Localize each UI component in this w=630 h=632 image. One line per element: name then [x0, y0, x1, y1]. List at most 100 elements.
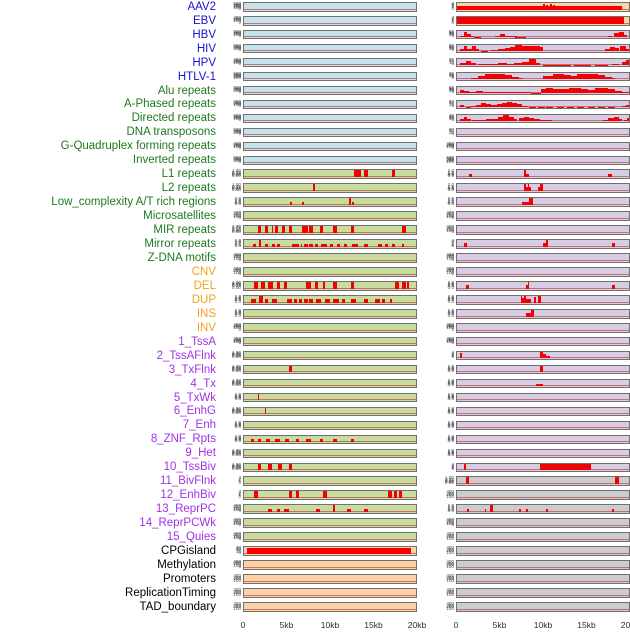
bar — [469, 173, 473, 177]
bar — [321, 243, 327, 247]
bar — [608, 173, 612, 177]
bar — [467, 508, 470, 512]
baseline — [457, 315, 629, 317]
baseline — [244, 413, 416, 415]
bar-series — [244, 477, 416, 485]
baseline — [244, 385, 416, 387]
bar — [604, 76, 612, 80]
bar — [496, 104, 502, 108]
bar-series — [244, 254, 416, 262]
bar — [264, 407, 267, 415]
bar — [546, 87, 554, 94]
bar-series — [457, 519, 629, 527]
left-panel-track — [243, 350, 417, 361]
y-axis-ticks: 1.00 0.75 0.50 0.25 0.00 — [232, 377, 241, 388]
bar — [309, 243, 313, 247]
left-panel-track — [243, 322, 417, 333]
bar — [615, 90, 623, 94]
y-axis-ticks: 2.0 1.5 1.0 0.5 0.0 — [447, 405, 454, 416]
bar — [486, 104, 492, 108]
baseline — [244, 315, 416, 317]
bar — [264, 299, 269, 303]
bar — [537, 106, 545, 108]
track-label-12-enhbiv: 12_EnhBiv — [160, 489, 216, 502]
x-tick: 15kb — [364, 620, 383, 630]
bar — [491, 49, 499, 52]
bar — [467, 119, 471, 122]
left-panel-track — [243, 225, 417, 235]
bar — [460, 353, 463, 359]
y-axis-ticks: 400 300 200 100 0 — [446, 210, 454, 220]
right-panel-track — [456, 546, 630, 556]
baseline — [457, 594, 629, 596]
bar — [333, 505, 336, 512]
baseline — [457, 231, 629, 233]
bar — [525, 298, 531, 303]
bar — [543, 242, 547, 247]
bar — [608, 106, 616, 108]
bar — [567, 106, 574, 108]
bar — [347, 508, 351, 512]
y-axis-ticks: 400 300 200 100 — [233, 587, 241, 597]
baseline — [244, 287, 416, 289]
bar — [467, 49, 473, 52]
bar — [323, 491, 327, 498]
bar — [611, 285, 616, 289]
right-panel-track — [456, 57, 630, 68]
y-axis-ticks: 80 60 40 20 0 — [448, 42, 454, 53]
bar — [460, 105, 464, 108]
bar — [324, 299, 330, 303]
bar — [513, 118, 518, 122]
bar-series — [457, 422, 629, 430]
bar — [285, 438, 289, 443]
x-tick: 0 — [240, 620, 246, 630]
right-panel-track — [456, 141, 630, 152]
bar-series — [457, 533, 629, 541]
x-tick: 5kb — [492, 620, 507, 630]
track-label-9-het: 9_Het — [185, 447, 216, 460]
bar — [470, 35, 475, 38]
bar — [302, 226, 308, 233]
bar — [472, 120, 480, 122]
bar — [484, 74, 495, 80]
baseline — [457, 524, 629, 526]
y-axis-ticks: 35 25 15 5 0 — [448, 70, 454, 81]
bar — [615, 48, 619, 52]
bar-series — [457, 408, 629, 416]
y-axis-ticks: 1.00 0.75 0.50 0.25 0.00 — [445, 475, 454, 485]
bar — [288, 491, 293, 498]
y-axis-ticks: 2.0 1.5 1.0 0.5 0.0 — [447, 377, 454, 388]
bar — [292, 243, 300, 247]
bar — [259, 296, 263, 303]
bar — [333, 438, 337, 443]
baseline — [457, 371, 629, 373]
bar — [481, 103, 487, 108]
bar — [500, 34, 506, 38]
bar — [598, 75, 605, 80]
left-panel-track — [243, 29, 417, 40]
bar-series — [457, 16, 629, 25]
bar — [463, 242, 468, 247]
right-panel-track — [456, 588, 630, 598]
baseline — [457, 608, 629, 610]
bar — [402, 226, 406, 233]
bar — [611, 78, 616, 80]
bar — [350, 299, 356, 303]
left-panel-track — [243, 57, 417, 68]
y-axis-ticks: 2.0 1.5 1.0 0.5 0.0 — [447, 196, 454, 206]
y-axis-ticks: 400 300 200 100 0 — [233, 252, 241, 262]
bar — [364, 299, 368, 303]
y-axis-ticks: 400 300 200 100 0 — [233, 56, 241, 67]
track-label-dup: DUP — [191, 293, 216, 306]
track-label-15-quies: 15_Quies — [166, 531, 216, 544]
bar — [402, 243, 404, 247]
bar — [472, 46, 476, 52]
baseline — [244, 176, 416, 177]
bar — [460, 118, 464, 122]
bar — [503, 114, 509, 122]
bar — [274, 226, 279, 233]
bar — [465, 106, 471, 108]
y-axis-ticks: 400 300 200 100 0 — [233, 14, 241, 25]
track-label-5-txwk: 5_TxWk — [173, 391, 216, 404]
